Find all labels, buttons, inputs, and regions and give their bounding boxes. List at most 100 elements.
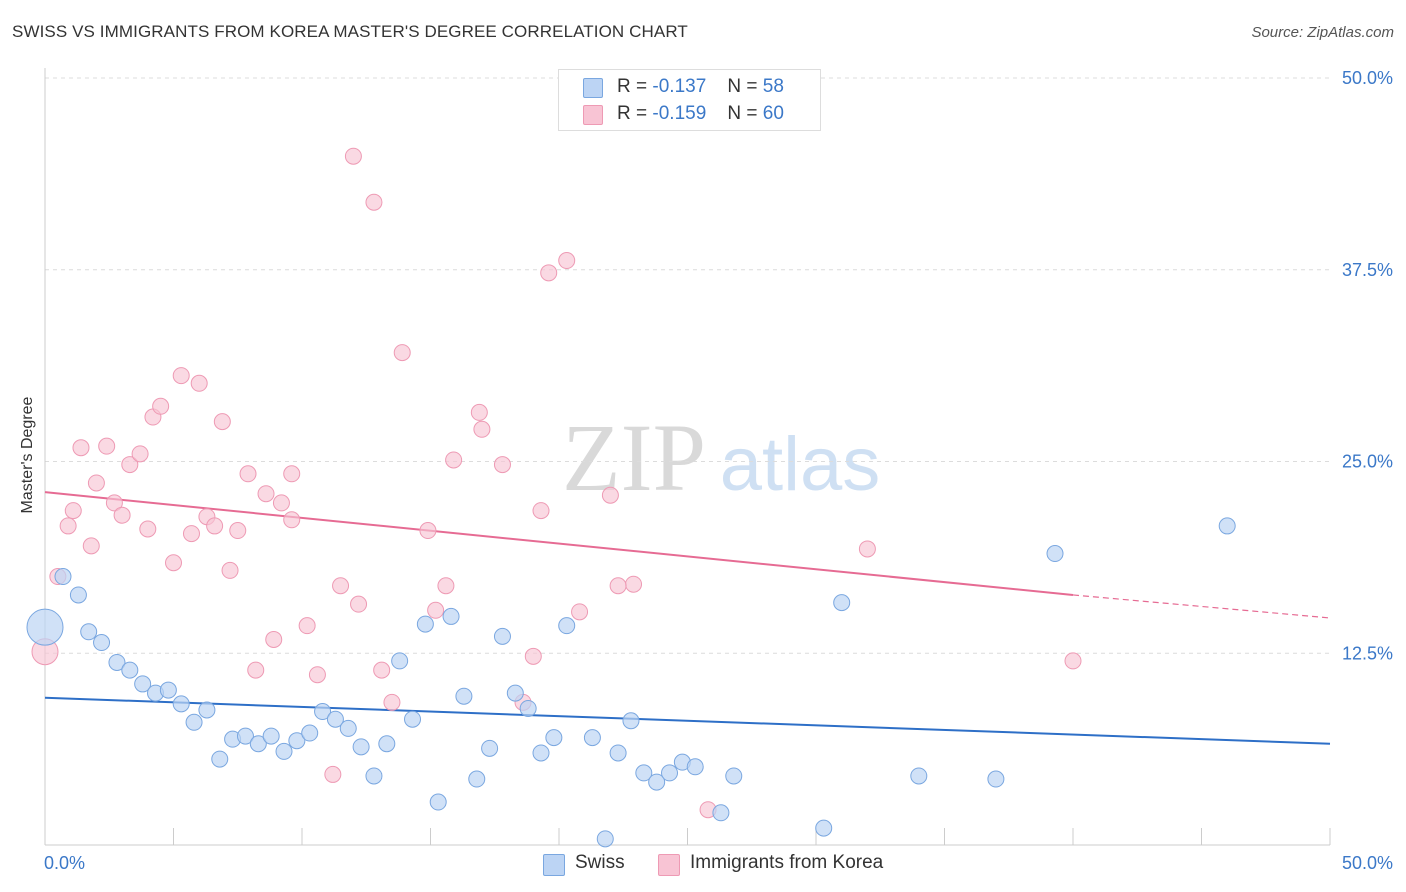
korea-point: [105, 494, 123, 512]
korea-point: [247, 661, 265, 679]
korea-point: [393, 344, 411, 362]
korea-point: [257, 485, 275, 503]
korea-point: [64, 502, 82, 520]
x-tick-label: 0.0%: [44, 853, 85, 873]
swiss-point: [648, 773, 666, 791]
korea-trend-line: [44, 491, 1074, 596]
swiss-point: [455, 687, 473, 705]
korea-point: [332, 577, 350, 595]
watermark-atlas: atlas: [720, 422, 881, 507]
korea-point: [373, 661, 391, 679]
korea-point: [283, 511, 301, 529]
korea-point: [524, 647, 542, 665]
swiss-point: [378, 735, 396, 753]
swiss-point: [211, 750, 229, 768]
swiss-point: [185, 713, 203, 731]
korea-point: [298, 617, 316, 635]
trend-lines: [44, 491, 1331, 745]
korea-point: [239, 465, 257, 483]
y-tick-label: 50.0%: [1342, 68, 1393, 88]
swiss-point: [108, 653, 126, 671]
swiss-point: [686, 758, 704, 776]
korea-point: [206, 517, 224, 535]
korea-point: [571, 603, 589, 621]
korea-r-value: -0.159: [652, 103, 707, 124]
swiss-point: [622, 712, 640, 730]
watermark: ZIP atlas: [562, 404, 880, 511]
swiss-point: [910, 767, 928, 785]
swiss-point: [314, 703, 332, 721]
swiss-point: [987, 770, 1005, 788]
chart-source: Source: ZipAtlas.com: [1251, 24, 1394, 41]
korea-point: [601, 486, 619, 504]
korea-swatch: [583, 105, 603, 125]
swiss-points: [26, 517, 1236, 848]
swiss-point: [416, 615, 434, 633]
chart-title: SWISS VS IMMIGRANTS FROM KOREA MASTER'S …: [12, 22, 688, 41]
n-label: N =: [727, 103, 758, 124]
korea-point: [131, 445, 149, 463]
swiss-point: [262, 727, 280, 745]
korea-point: [419, 522, 437, 540]
korea-point: [1064, 652, 1082, 670]
swiss-point: [493, 627, 511, 645]
korea-point: [113, 506, 131, 524]
korea-point: [445, 451, 463, 469]
swiss-point: [468, 770, 486, 788]
swiss-point: [54, 568, 72, 586]
swiss-point: [635, 764, 653, 782]
korea-point: [473, 420, 491, 438]
swiss-point: [249, 735, 267, 753]
korea-point: [365, 193, 383, 211]
korea-point: [139, 520, 157, 538]
korea-point: [493, 456, 511, 474]
swiss-point: [404, 710, 422, 728]
korea-point: [152, 397, 170, 415]
korea-point: [470, 403, 488, 421]
swiss-point: [26, 608, 64, 646]
korea-trend-extension: [1072, 594, 1331, 619]
swiss-point: [339, 719, 357, 737]
swiss-point: [172, 695, 190, 713]
korea-point: [609, 577, 627, 595]
korea-point: [350, 595, 368, 613]
korea-point: [272, 494, 290, 512]
korea-point: [265, 630, 283, 648]
korea-point: [121, 456, 139, 474]
korea-point: [98, 437, 116, 455]
korea-point: [72, 439, 90, 457]
korea-points: [31, 147, 1082, 819]
korea-point: [625, 575, 643, 593]
x-tick-label: 50.0%: [1342, 853, 1393, 873]
swiss-point: [519, 699, 537, 717]
korea-point: [858, 540, 876, 558]
swiss-point: [506, 684, 524, 702]
swiss-point: [121, 661, 139, 679]
swiss-point: [661, 764, 679, 782]
axes: [44, 68, 1331, 846]
swiss-point: [596, 830, 614, 848]
korea-point: [182, 525, 200, 543]
korea-point: [229, 522, 247, 540]
swiss-point: [236, 727, 254, 745]
swiss-legend-label: Swiss: [575, 852, 625, 873]
swiss-point: [429, 793, 447, 811]
korea-point: [558, 252, 576, 270]
swiss-n-value: 58: [762, 76, 784, 97]
y-tick-label: 37.5%: [1342, 260, 1393, 280]
korea-legend-swatch: [658, 854, 680, 876]
correlation-legend: R = -0.137 N = 58 R = -0.159 N = 60: [558, 69, 821, 131]
korea-point: [82, 537, 100, 555]
r-label: R =: [617, 103, 648, 124]
korea-point: [532, 502, 550, 520]
swiss-point: [815, 819, 833, 837]
korea-point: [427, 601, 445, 619]
korea-point: [190, 374, 208, 392]
swiss-swatch: [583, 78, 603, 98]
swiss-point: [442, 607, 460, 625]
korea-point: [165, 554, 182, 572]
korea-point: [540, 264, 558, 282]
korea-point: [221, 561, 239, 579]
swiss-point: [833, 594, 851, 612]
